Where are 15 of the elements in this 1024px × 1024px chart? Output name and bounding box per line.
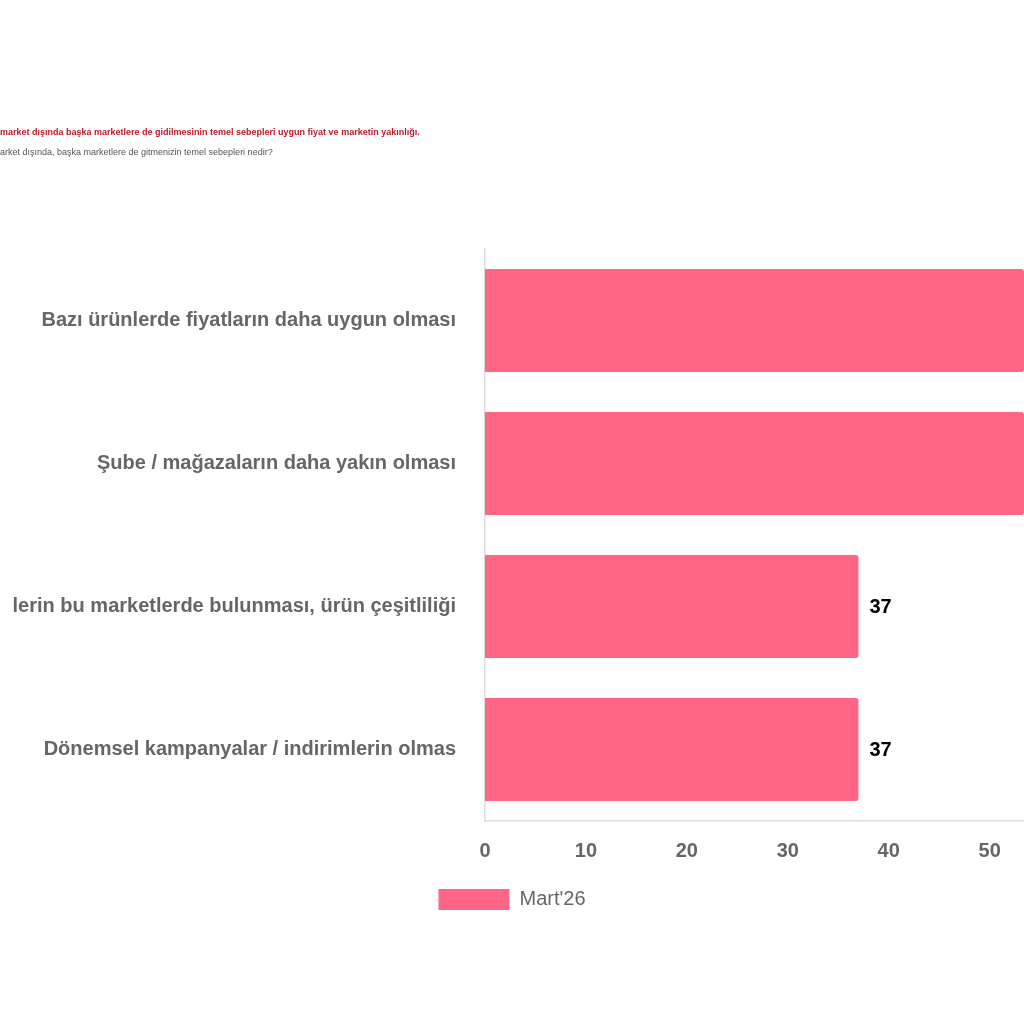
y-tick-label: Bazı ürünlerde fiyatların daha uygun olması	[41, 308, 456, 331]
data-label: 37	[869, 738, 892, 761]
x-tick-label: 30	[776, 838, 799, 861]
text: market dışında başka marketlere de gidilmesinin temel sebepleri uygun fiyat ve marketin yakınlığı.	[0, 127, 420, 137]
x-tick-label: 20	[675, 838, 698, 861]
x-tick-label: 10	[574, 838, 598, 861]
x-tick-label: 40	[877, 838, 900, 861]
legend-label: Mart'26	[519, 887, 586, 910]
text: arket dışında, başka marketlere de gitmenizin temel sebepleri nedir?	[0, 147, 273, 157]
data-label: 37	[869, 595, 892, 618]
x-tick-label: 0	[479, 838, 491, 861]
y-tick-label: lerin bu marketlerde bulunması, ürün çeşitliliği	[12, 594, 456, 617]
x-tick-label: 50	[978, 838, 1001, 861]
y-tick-label: Şube / mağazaların daha yakın olması	[96, 451, 456, 474]
y-tick-label: Dönemsel kampanyalar / indirimlerin olmas	[43, 737, 456, 760]
